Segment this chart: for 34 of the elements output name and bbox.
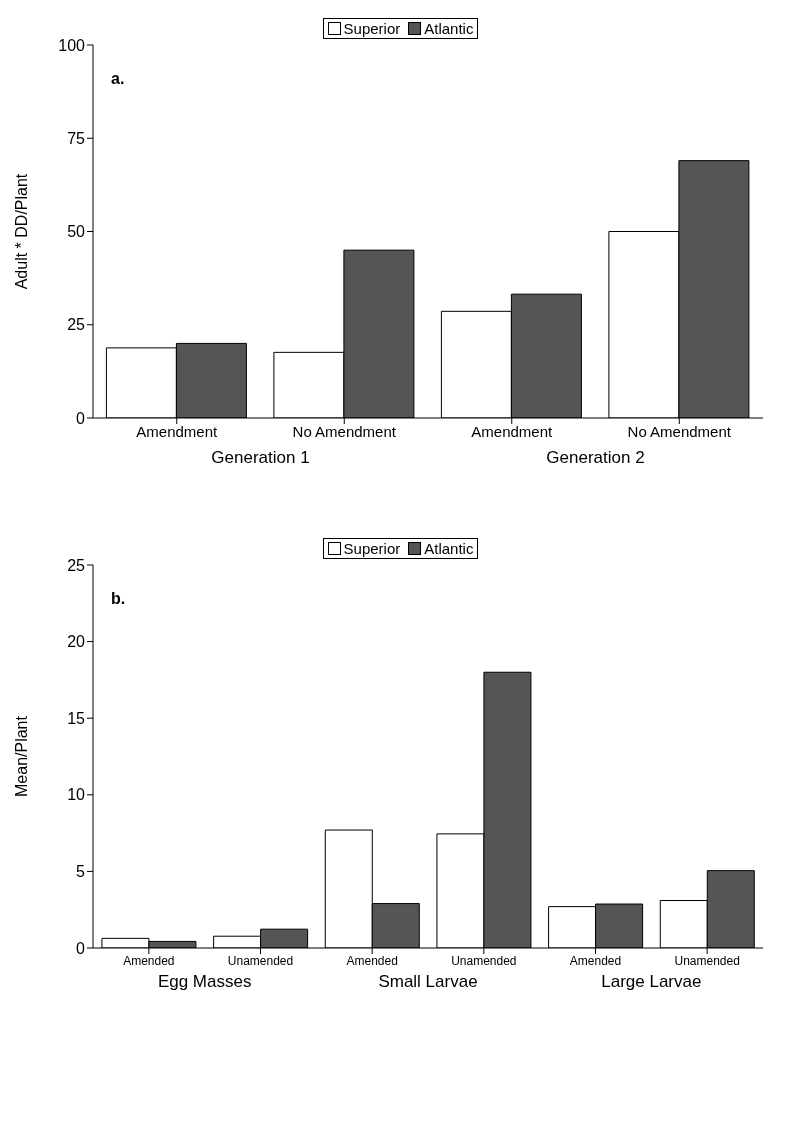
y-axis-title: Adult * DD/Plant [12, 173, 30, 290]
text: Large Larvae [600, 972, 703, 992]
x-tick-label: Amended [346, 953, 398, 968]
y-tick-label: 5 [76, 863, 86, 881]
y-tick-label: 0 [76, 409, 86, 427]
text: b. [111, 590, 126, 608]
text: Egg Masses [156, 972, 253, 992]
y-axis-title: Mean/Plant [12, 715, 30, 797]
x-tick-label: Unamended [674, 953, 740, 968]
x-tick-label: Amendment [471, 422, 554, 440]
x-tick-label: Unamended [451, 953, 517, 968]
y-tick-label: 25 [67, 316, 86, 334]
y-tick-label: 10 [67, 786, 86, 804]
x-tick-label: No Amendment [292, 422, 397, 440]
y-tick-label: 75 [67, 129, 86, 147]
y-tick-label: 50 [67, 223, 86, 241]
x-tick-label: Unamended [227, 953, 294, 968]
text: Generation 1 [210, 448, 311, 468]
x-tick-label: Amended [569, 953, 622, 968]
x-tick-label: No Amendment [627, 422, 732, 440]
text: Generation 2 [545, 448, 646, 468]
x-tick-label: Amended [123, 953, 175, 968]
x-tick-label: Amendment [136, 422, 219, 440]
legend-label: Superior [342, 540, 401, 557]
text: Small Larvae [377, 972, 479, 992]
y-tick-label: 15 [67, 709, 86, 727]
legend-label: Superior [342, 20, 401, 37]
y-tick-label: 25 [67, 556, 86, 574]
legend-label: Atlantic [423, 540, 474, 557]
text: a. [111, 70, 125, 88]
y-tick-label: 20 [67, 633, 86, 651]
y-tick-label: 0 [76, 939, 86, 957]
y-tick-label: 100 [58, 36, 86, 54]
legend-label: Atlantic [423, 20, 474, 37]
